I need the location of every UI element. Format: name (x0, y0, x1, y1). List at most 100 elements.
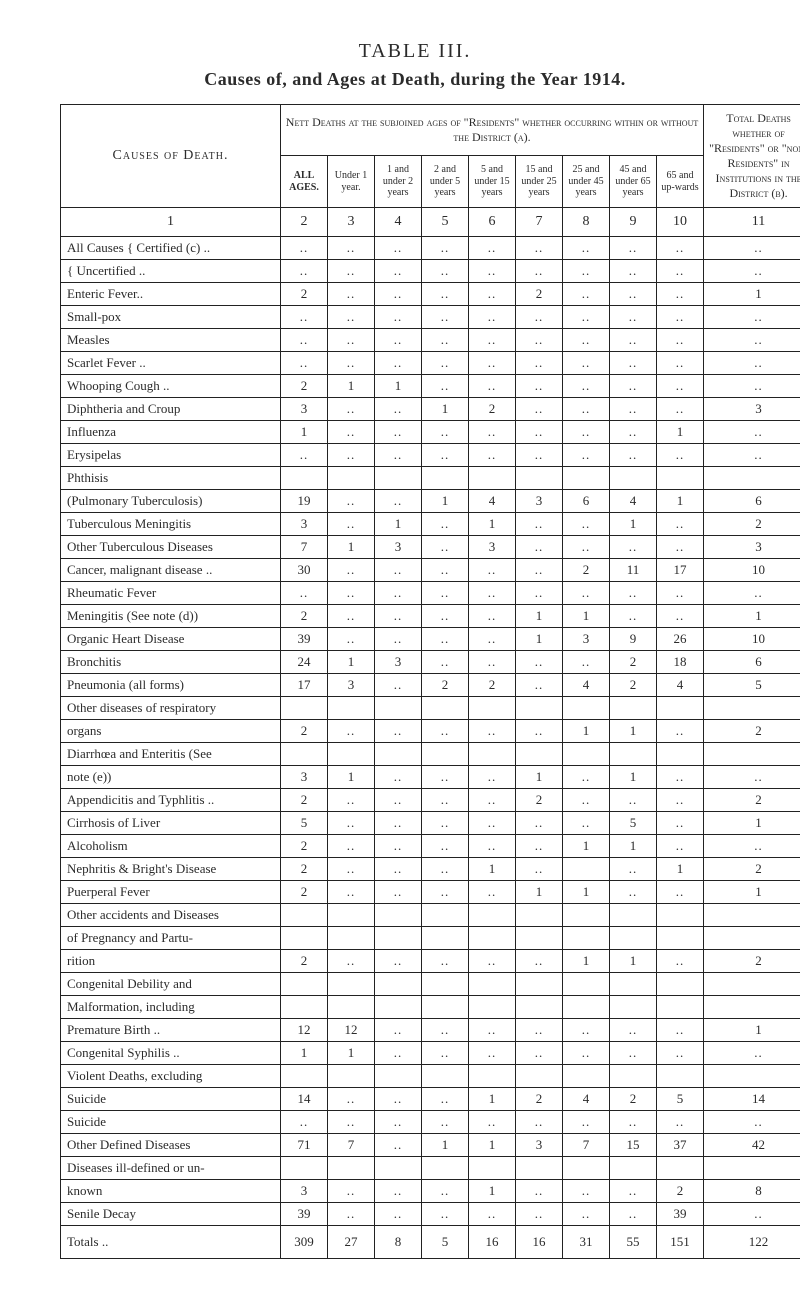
data-cell: .. (422, 881, 469, 904)
data-cell: .. (375, 628, 422, 651)
data-cell: .. (563, 421, 610, 444)
data-cell (469, 697, 516, 720)
data-cell (375, 996, 422, 1019)
data-cell: .. (375, 1134, 422, 1157)
data-cell: .. (657, 306, 704, 329)
data-cell: 14 (281, 1088, 328, 1111)
cause-cell: Erysipelas (61, 444, 281, 467)
cause-cell: Diphtheria and Croup (61, 398, 281, 421)
data-cell (469, 1157, 516, 1180)
data-cell: .. (610, 1019, 657, 1042)
data-cell: .. (610, 421, 657, 444)
table-row: Erysipelas.................... (61, 444, 800, 467)
data-cell (516, 927, 563, 950)
data-cell: 2 (422, 674, 469, 697)
data-cell: .. (516, 720, 563, 743)
data-cell: .. (610, 444, 657, 467)
data-cell: .. (563, 812, 610, 835)
data-cell: .. (516, 398, 563, 421)
data-cell: .. (375, 1042, 422, 1065)
data-cell: .. (375, 605, 422, 628)
data-cell (610, 1157, 657, 1180)
data-cell: 10 (704, 559, 800, 582)
data-cell: .. (469, 306, 516, 329)
data-cell: .. (375, 1088, 422, 1111)
data-cell: 1 (610, 720, 657, 743)
data-cell: .. (657, 444, 704, 467)
data-cell: 1 (469, 513, 516, 536)
data-cell (516, 467, 563, 490)
col-45-65: 45 and under 65 years (610, 156, 657, 208)
data-cell: .. (422, 1203, 469, 1226)
cause-cell: Alcoholism (61, 835, 281, 858)
data-cell: 1 (422, 490, 469, 513)
data-cell (657, 467, 704, 490)
data-cell (704, 927, 800, 950)
index-cell: 7 (516, 208, 563, 237)
data-cell: .. (516, 582, 563, 605)
col-causes-header: Causes of Death. (61, 105, 281, 208)
data-cell (610, 904, 657, 927)
col-25-45: 25 and under 45 years (563, 156, 610, 208)
data-cell (704, 1157, 800, 1180)
data-cell: 7 (328, 1134, 375, 1157)
data-cell: .. (516, 260, 563, 283)
data-cell (281, 467, 328, 490)
data-cell: 7 (563, 1134, 610, 1157)
col-2-5: 2 and under 5 years (422, 156, 469, 208)
cause-cell: { Uncertified .. (61, 260, 281, 283)
data-cell: .. (375, 260, 422, 283)
table-row: Appendicitis and Typhlitis ..2........2.… (61, 789, 800, 812)
data-cell (704, 743, 800, 766)
data-cell: .. (657, 283, 704, 306)
data-cell: .. (610, 237, 657, 260)
index-cell: 9 (610, 208, 657, 237)
data-cell: 17 (657, 559, 704, 582)
data-cell: .. (563, 329, 610, 352)
data-cell: 1 (375, 375, 422, 398)
data-cell: 1 (516, 881, 563, 904)
col-65-up: 65 and up-wards (657, 156, 704, 208)
data-cell: .. (704, 766, 800, 789)
data-cell: 10 (704, 628, 800, 651)
cause-cell: Other Tuberculous Diseases (61, 536, 281, 559)
cause-cell: Influenza (61, 421, 281, 444)
table-row: Other diseases of respiratory (61, 697, 800, 720)
data-cell: 1 (563, 950, 610, 973)
data-cell: .. (422, 605, 469, 628)
data-cell: .. (328, 237, 375, 260)
data-cell: .. (469, 582, 516, 605)
table-row: Nephritis & Bright's Disease2......1....… (61, 858, 800, 881)
data-cell: 1 (516, 766, 563, 789)
data-cell: .. (469, 812, 516, 835)
table-number: TABLE III. (60, 40, 770, 63)
data-cell: 1 (610, 513, 657, 536)
data-cell: .. (281, 237, 328, 260)
data-cell: .. (375, 559, 422, 582)
data-cell (422, 927, 469, 950)
data-cell: .. (328, 789, 375, 812)
data-cell: .. (704, 421, 800, 444)
data-cell: 1 (281, 1042, 328, 1065)
cause-cell: Cancer, malignant disease .. (61, 559, 281, 582)
data-cell: 1 (469, 1180, 516, 1203)
cause-cell: Enteric Fever.. (61, 283, 281, 306)
data-cell: 12 (328, 1019, 375, 1042)
data-cell: 1 (610, 766, 657, 789)
data-cell: .. (375, 720, 422, 743)
index-cell: 10 (657, 208, 704, 237)
data-cell: .. (375, 329, 422, 352)
data-cell (610, 467, 657, 490)
data-cell (563, 467, 610, 490)
data-cell: .. (610, 375, 657, 398)
data-cell: .. (422, 766, 469, 789)
data-cell: 3 (281, 766, 328, 789)
cause-cell: Suicide (61, 1111, 281, 1134)
data-cell: 3 (516, 490, 563, 513)
data-cell: .. (375, 835, 422, 858)
data-cell: .. (657, 812, 704, 835)
data-cell: .. (328, 329, 375, 352)
data-cell (422, 697, 469, 720)
data-cell: 2 (281, 789, 328, 812)
totals-cell: 151 (657, 1226, 704, 1259)
